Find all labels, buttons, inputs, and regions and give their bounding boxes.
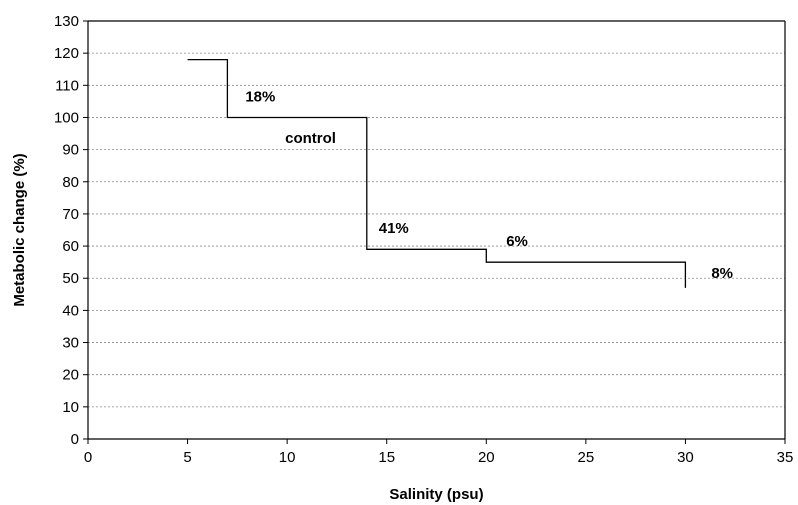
- y-tick-label: 90: [62, 142, 79, 159]
- x-tick-label: 30: [677, 449, 694, 466]
- series: [187, 58, 687, 288]
- annotations: 18% control 41% 6% 8%: [245, 88, 733, 282]
- y-tick-label: 50: [62, 270, 79, 287]
- axes: [87, 20, 786, 440]
- y-tick-label: 30: [62, 335, 79, 352]
- annotation-label: 6%: [506, 233, 528, 250]
- y-tick-label: 100: [54, 109, 79, 126]
- x-tick-label: 20: [478, 449, 495, 466]
- y-axis-title: Metabolic change (%): [11, 153, 28, 306]
- x-tick-label: 0: [84, 449, 92, 466]
- annotation-label: 8%: [711, 265, 733, 282]
- x-tick-label: 25: [578, 449, 595, 466]
- y-tick-label: 110: [55, 77, 79, 94]
- y-tick-label: 10: [62, 399, 79, 416]
- y-tick-label: 0: [71, 431, 79, 448]
- x-tick-label: 35: [777, 449, 794, 466]
- annotation-label: 18%: [245, 88, 275, 105]
- y-tick-label: 40: [62, 302, 79, 319]
- x-tick-label: 15: [378, 449, 395, 466]
- gridlines: [88, 52, 785, 408]
- ticks: 0 10 20 30 40 50 60 70 80 90 100 110 120 130 0 5 10 15 20 2…: [54, 13, 793, 466]
- x-tick-label: 5: [183, 449, 191, 466]
- y-tick-label: 70: [62, 206, 79, 223]
- y-tick-label: 60: [62, 238, 79, 255]
- y-tick-label: 80: [62, 174, 79, 191]
- series-line-0: [187, 58, 687, 288]
- y-tick-label: 20: [62, 367, 79, 384]
- annotation-label: control: [285, 130, 336, 147]
- x-axis-title: Salinity (psu): [389, 486, 483, 503]
- y-tick-label: 130: [54, 13, 79, 30]
- annotation-label: 41%: [379, 220, 409, 237]
- y-tick-label: 120: [54, 45, 79, 62]
- x-tick-label: 10: [279, 449, 296, 466]
